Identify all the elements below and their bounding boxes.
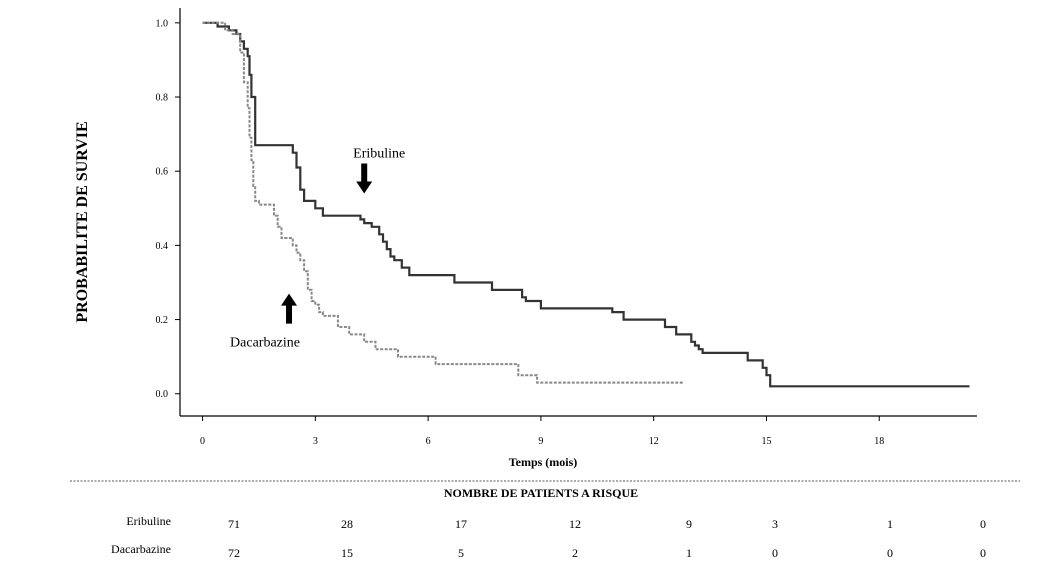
risk-cell: 17 xyxy=(455,517,467,531)
risk-cell: 0 xyxy=(772,546,778,560)
risk-cell: 1 xyxy=(887,517,893,531)
y-tick-label: 1.0 xyxy=(156,18,169,29)
x-tick-label: 12 xyxy=(649,436,659,447)
risk-table: Eribuline 71 28 17 12 9 3 1 0 Dacarbazine 72 15 5 2 1 0… xyxy=(111,514,986,560)
arrow-down-icon xyxy=(356,163,373,194)
y-tick-label: 0.8 xyxy=(156,93,169,104)
chart-axes xyxy=(179,8,977,417)
risk-row-label: Eribuline xyxy=(126,514,171,528)
chart-annotations: Eribuline Dacarbazine xyxy=(230,146,405,350)
y-tick-label: 0.2 xyxy=(156,315,169,326)
risk-cell: 0 xyxy=(980,546,986,560)
risk-cell: 12 xyxy=(569,517,581,531)
series-line-eribuline xyxy=(202,21,970,388)
annotation-label: Dacarbazine xyxy=(230,336,300,351)
chart-series xyxy=(202,21,970,388)
y-axis-title: PROBABILITE DE SURVIE xyxy=(74,121,91,322)
risk-cell: 5 xyxy=(458,546,464,560)
risk-row-label: Dacarbazine xyxy=(111,542,171,556)
risk-cell: 71 xyxy=(228,517,240,531)
annotation-label: Eribuline xyxy=(353,146,405,161)
y-tick-label: 0.0 xyxy=(156,389,169,400)
risk-cell: 72 xyxy=(228,546,240,560)
x-tick-label: 6 xyxy=(426,436,431,447)
y-tick-label: 0.6 xyxy=(156,167,169,178)
risk-cell: 28 xyxy=(341,517,353,531)
x-tick-label: 0 xyxy=(200,436,205,447)
risk-cell: 1 xyxy=(686,546,692,560)
x-tick-label: 3 xyxy=(313,436,318,447)
risk-cell: 9 xyxy=(686,517,692,531)
risk-table-title: NOMBRE DE PATIENTS A RISQUE xyxy=(444,486,638,500)
x-tick-label: 18 xyxy=(874,436,884,447)
risk-cell: 3 xyxy=(772,517,778,531)
risk-cell: 0 xyxy=(980,517,986,531)
risk-cell: 2 xyxy=(572,546,578,560)
x-axis-title: Temps (mois) xyxy=(509,455,578,469)
chart-ticks: 0.0 0.2 0.4 0.6 0.8 1.0 0 3 6 9 12 15 18 xyxy=(156,18,885,447)
x-tick-label: 9 xyxy=(538,436,543,447)
x-tick-label: 15 xyxy=(761,436,771,447)
risk-cell: 15 xyxy=(341,546,353,560)
series-line-dacarbazine xyxy=(202,21,684,384)
arrow-up-icon xyxy=(281,293,298,324)
y-tick-label: 0.4 xyxy=(156,241,169,252)
risk-cell: 0 xyxy=(887,546,893,560)
